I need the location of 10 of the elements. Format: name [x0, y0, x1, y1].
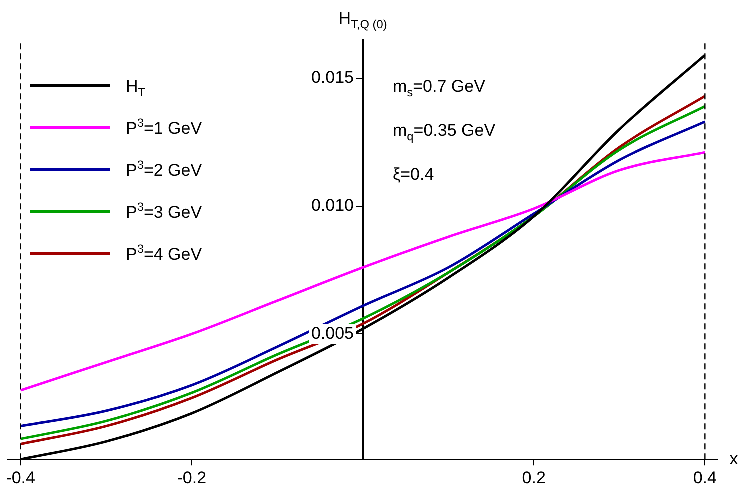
- x-tick-label: 0.4: [693, 468, 717, 488]
- y-tick-label: 0.015: [311, 68, 354, 88]
- y-tick-label: 0.010: [311, 196, 354, 215]
- y-tick-label: 0.005: [311, 324, 354, 343]
- annotation: ξ=0.4: [393, 165, 434, 184]
- line-series: [20, 151, 706, 392]
- x-tick-label: -0.4: [6, 468, 36, 488]
- x-tick-label: 0.2: [522, 468, 546, 488]
- x-tick-label: -0.2: [177, 468, 207, 488]
- x-axis-title: x: [730, 450, 739, 469]
